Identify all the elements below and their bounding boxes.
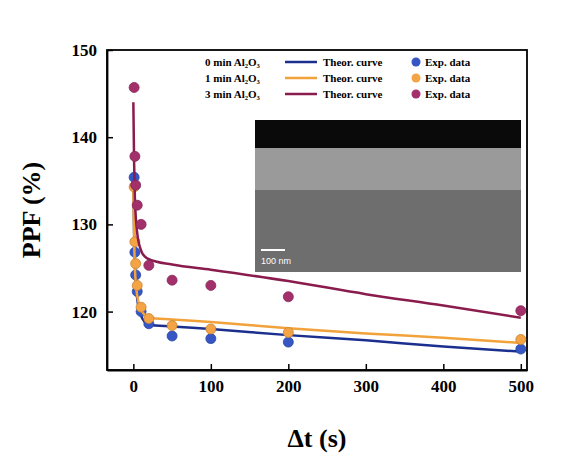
data-point	[132, 200, 142, 210]
legend-marker	[412, 58, 421, 67]
x-tick-mark	[133, 364, 135, 370]
data-point	[136, 219, 146, 229]
data-point	[167, 321, 177, 331]
legend-line	[285, 77, 317, 80]
data-point	[206, 334, 216, 344]
legend-marker	[412, 74, 421, 83]
data-point	[516, 334, 526, 344]
x-tick-label: 500	[509, 377, 535, 396]
legend-label: Exp. data	[425, 88, 471, 100]
y-tick-mark	[107, 311, 113, 313]
x-tick: 400	[431, 364, 457, 396]
y-tick-mark	[107, 137, 113, 139]
x-tick-label: 100	[199, 377, 225, 396]
x-tick-mark	[443, 364, 445, 370]
theory-curve	[133, 102, 520, 317]
y-tick-label: 150	[72, 41, 98, 60]
y-axis-line	[107, 51, 109, 371]
data-point	[129, 82, 139, 92]
data-point	[206, 324, 216, 334]
x-tick-mark	[366, 364, 368, 370]
x-tick: 0	[130, 364, 139, 396]
inset-background	[255, 120, 521, 272]
plot-frame	[107, 50, 527, 370]
data-point	[130, 151, 140, 161]
x-tick-mark	[288, 364, 290, 370]
legend-label: Theor. curve	[323, 72, 383, 84]
y-tick: 120	[72, 303, 114, 322]
y-tick: 140	[72, 128, 114, 147]
legend: 0 min Al₂O₃ Theor. curve Exp. data 1 min Al…	[205, 56, 471, 100]
y-axis: 120 130 140 150	[72, 41, 114, 371]
legend-line	[285, 61, 317, 64]
y-axis-title: PPF (%)	[17, 162, 46, 259]
chart: 100 nm 0 100 200 300 400 500 120 130 140 150 0 min …	[0, 0, 563, 469]
x-axis: 0 100 200 300 400 500	[108, 364, 535, 396]
scale-bar	[261, 249, 285, 251]
data-point	[144, 314, 154, 324]
y-tick: 150	[72, 41, 114, 60]
data-point	[283, 328, 293, 338]
data-point	[283, 292, 293, 302]
inset-substrate	[255, 190, 521, 272]
x-tick: 300	[354, 364, 380, 396]
inset-top	[255, 120, 521, 148]
legend-group-label: 1 min Al₂O₃	[205, 72, 261, 84]
y-tick-label: 130	[72, 215, 98, 234]
y-tick-mark	[107, 224, 113, 226]
theory-curve	[133, 176, 520, 351]
y-tick-label: 120	[72, 303, 98, 322]
y-tick: 130	[72, 215, 114, 234]
x-axis-title: Δt (s)	[288, 424, 347, 453]
legend-line	[285, 93, 317, 96]
legend-label: Theor. curve	[323, 56, 383, 68]
data-point	[167, 275, 177, 285]
y-tick-label: 140	[72, 128, 98, 147]
data-marks	[129, 82, 526, 354]
data-point	[516, 306, 526, 316]
x-tick-mark	[211, 364, 213, 370]
legend-label: Theor. curve	[323, 88, 383, 100]
data-point	[136, 302, 146, 312]
x-tick: 200	[276, 364, 302, 396]
legend-label: Exp. data	[425, 56, 471, 68]
data-point	[516, 344, 526, 354]
x-tick-label: 0	[130, 377, 139, 396]
legend-label: Exp. data	[425, 72, 471, 84]
y-tick-mark	[107, 50, 113, 52]
data-point	[144, 260, 154, 270]
inset-layer	[255, 148, 521, 190]
x-tick: 100	[199, 364, 225, 396]
inset-scale-label: 100 nm	[261, 256, 291, 266]
x-tick: 500	[509, 364, 535, 396]
x-axis-line	[108, 370, 528, 372]
legend-marker	[412, 90, 421, 99]
inset-image: 100 nm	[255, 120, 521, 272]
data-point	[167, 331, 177, 341]
data-point	[131, 259, 141, 269]
data-point	[283, 337, 293, 347]
legend-group-label: 0 min Al₂O₃	[205, 56, 261, 68]
legend-group-label: 3 min Al₂O₃	[205, 88, 261, 100]
x-tick-label: 300	[354, 377, 380, 396]
plot: 100 nm 0 100 200 300 400 500 120 130 140 150 0 min …	[72, 41, 535, 396]
x-tick-label: 400	[431, 377, 457, 396]
data-point	[132, 280, 142, 290]
x-tick-mark	[521, 364, 523, 370]
data-point	[206, 280, 216, 290]
x-tick-label: 200	[276, 377, 302, 396]
data-point	[131, 180, 141, 190]
